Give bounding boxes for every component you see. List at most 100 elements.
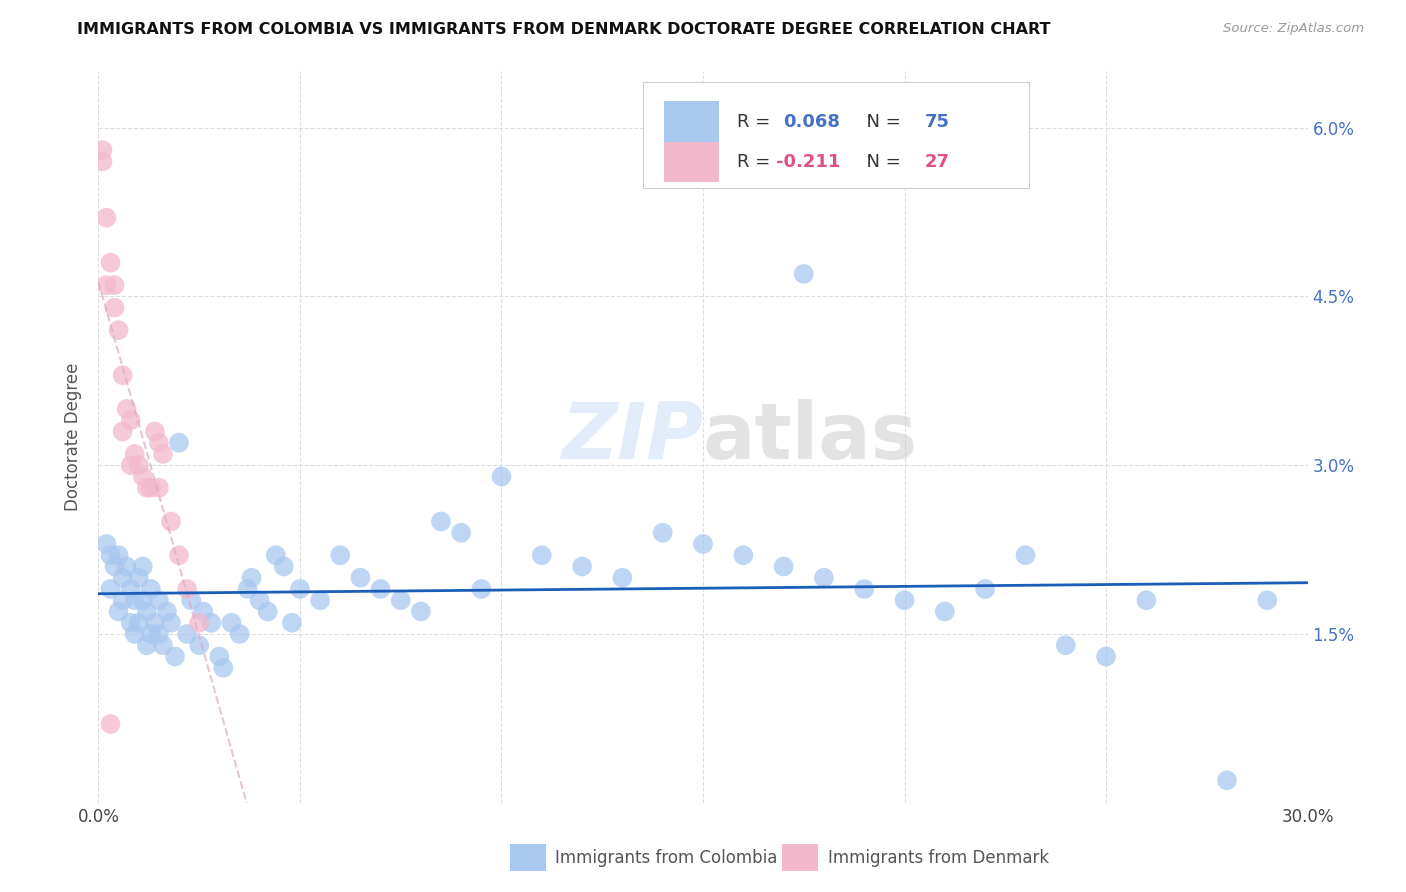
Point — [208, 649, 231, 664]
Point — [1054, 638, 1077, 652]
Point — [772, 559, 794, 574]
Point — [228, 627, 250, 641]
Point — [273, 559, 295, 574]
Text: -0.211: -0.211 — [776, 153, 839, 171]
Point — [132, 559, 155, 574]
Point — [132, 469, 155, 483]
Point — [132, 593, 155, 607]
Point — [221, 615, 243, 630]
Point — [1095, 649, 1118, 664]
Text: Immigrants from Colombia: Immigrants from Colombia — [555, 848, 778, 867]
Point — [139, 481, 162, 495]
Point — [176, 627, 198, 641]
Point — [128, 458, 150, 473]
Bar — [782, 845, 818, 871]
Point — [120, 413, 142, 427]
Point — [370, 582, 392, 596]
Y-axis label: Doctorate Degree: Doctorate Degree — [65, 363, 83, 511]
Point — [193, 605, 215, 619]
Point — [96, 537, 118, 551]
Point — [96, 278, 118, 293]
Point — [430, 515, 453, 529]
Point — [103, 278, 125, 293]
Point — [124, 447, 146, 461]
Point — [115, 559, 138, 574]
Point — [103, 301, 125, 315]
Point — [103, 559, 125, 574]
Point — [135, 481, 157, 495]
Point — [152, 638, 174, 652]
Point — [240, 571, 263, 585]
Text: 27: 27 — [924, 153, 949, 171]
Point — [163, 649, 186, 664]
Point — [612, 571, 634, 585]
Point — [111, 593, 134, 607]
Point — [853, 582, 876, 596]
Point — [115, 401, 138, 416]
Point — [692, 537, 714, 551]
Point — [107, 548, 129, 562]
Point — [111, 425, 134, 439]
Point — [107, 605, 129, 619]
Point — [733, 548, 755, 562]
Point — [111, 571, 134, 585]
Point — [974, 582, 997, 596]
Point — [349, 571, 371, 585]
Text: N =: N = — [855, 112, 907, 130]
Point — [100, 255, 122, 269]
Point — [389, 593, 412, 607]
Point — [111, 368, 134, 383]
Point — [200, 615, 222, 630]
Point — [1014, 548, 1036, 562]
Point — [128, 571, 150, 585]
Text: N =: N = — [855, 153, 907, 171]
Text: 75: 75 — [924, 112, 949, 130]
FancyBboxPatch shape — [643, 82, 1029, 188]
Bar — [664, 102, 718, 142]
Point — [281, 615, 304, 630]
Point — [249, 593, 271, 607]
Point — [100, 582, 122, 596]
Point — [180, 593, 202, 607]
Point — [571, 559, 593, 574]
Point — [288, 582, 311, 596]
Text: ZIP: ZIP — [561, 399, 703, 475]
Point — [143, 615, 166, 630]
Point — [188, 638, 211, 652]
Point — [120, 582, 142, 596]
Point — [813, 571, 835, 585]
Point — [167, 435, 190, 450]
Point — [236, 582, 259, 596]
Point — [167, 548, 190, 562]
Point — [148, 435, 170, 450]
Bar — [509, 845, 546, 871]
Point — [160, 615, 183, 630]
Point — [91, 154, 114, 169]
Point — [107, 323, 129, 337]
Text: IMMIGRANTS FROM COLOMBIA VS IMMIGRANTS FROM DENMARK DOCTORATE DEGREE CORRELATION: IMMIGRANTS FROM COLOMBIA VS IMMIGRANTS F… — [77, 22, 1050, 37]
Point — [160, 515, 183, 529]
Text: Immigrants from Denmark: Immigrants from Denmark — [828, 848, 1049, 867]
Point — [188, 615, 211, 630]
Point — [309, 593, 332, 607]
Point — [470, 582, 492, 596]
Point — [120, 458, 142, 473]
Point — [100, 717, 122, 731]
Point — [934, 605, 956, 619]
Point — [450, 525, 472, 540]
Point — [148, 627, 170, 641]
Point — [139, 582, 162, 596]
Bar — [664, 142, 718, 182]
Point — [96, 211, 118, 225]
Point — [1216, 773, 1239, 788]
Point — [128, 615, 150, 630]
Point — [1135, 593, 1157, 607]
Point — [91, 143, 114, 157]
Point — [329, 548, 352, 562]
Point — [156, 605, 179, 619]
Point — [148, 481, 170, 495]
Point — [120, 615, 142, 630]
Text: 0.068: 0.068 — [783, 112, 839, 130]
Text: atlas: atlas — [703, 399, 918, 475]
Point — [491, 469, 513, 483]
